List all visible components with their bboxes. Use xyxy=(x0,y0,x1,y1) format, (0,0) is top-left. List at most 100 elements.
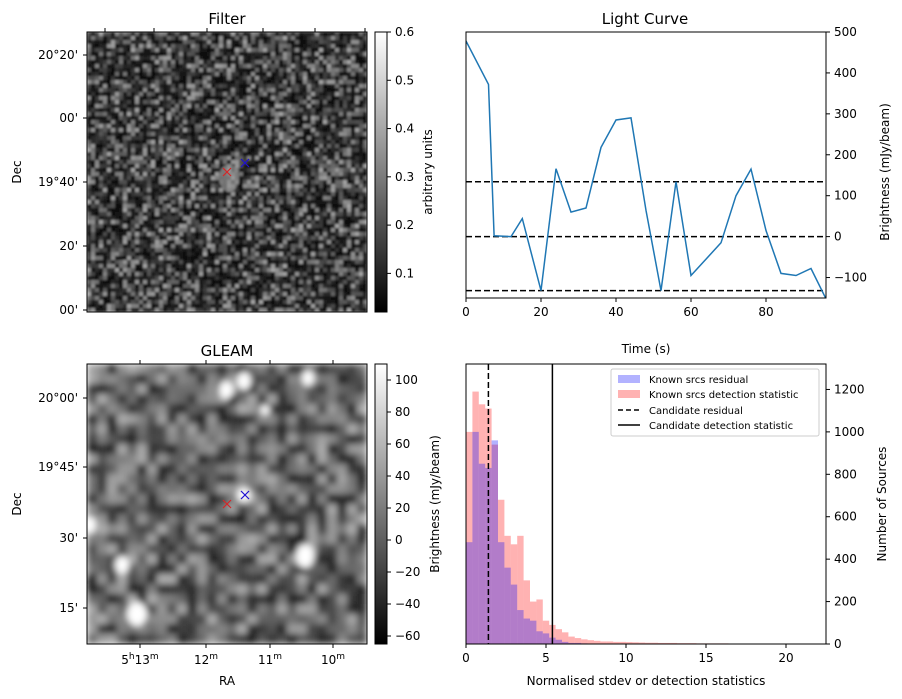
filter-pixel xyxy=(107,64,111,68)
filter-pixel xyxy=(187,280,191,284)
filter-pixel xyxy=(315,280,319,284)
filter-pixel xyxy=(203,296,207,300)
filter-pixel xyxy=(99,284,103,288)
filter-pixel xyxy=(251,80,255,84)
filter-pixel xyxy=(187,260,191,264)
filter-pixel xyxy=(363,292,367,296)
filter-pixel xyxy=(195,200,199,204)
filter-pixel xyxy=(359,32,363,36)
filter-pixel xyxy=(187,164,191,168)
filter-pixel xyxy=(303,108,307,112)
filter-pixel xyxy=(331,124,335,128)
filter-pixel xyxy=(123,180,127,184)
filter-pixel xyxy=(115,32,119,36)
filter-pixel xyxy=(231,292,235,296)
filter-pixel xyxy=(103,72,107,76)
filter-pixel xyxy=(351,44,355,48)
filter-pixel xyxy=(199,256,203,260)
filter-pixel xyxy=(267,124,271,128)
filter-pixel xyxy=(107,128,111,132)
filter-pixel xyxy=(275,80,279,84)
filter-pixel xyxy=(335,128,339,132)
filter-pixel xyxy=(291,188,295,192)
filter-pixel xyxy=(175,288,179,292)
filter-pixel xyxy=(355,116,359,120)
filter-pixel xyxy=(231,96,235,100)
filter-pixel xyxy=(335,284,339,288)
filter-pixel xyxy=(331,148,335,152)
filter-pixel xyxy=(355,240,359,244)
filter-pixel xyxy=(339,200,343,204)
light-curve-x-tick-label: 0 xyxy=(462,305,470,319)
filter-pixel xyxy=(279,176,283,180)
filter-pixel xyxy=(99,68,103,72)
filter-pixel xyxy=(295,184,299,188)
filter-pixel xyxy=(135,224,139,228)
filter-pixel xyxy=(255,56,259,60)
filter-pixel xyxy=(207,216,211,220)
filter-pixel xyxy=(271,152,275,156)
filter-pixel xyxy=(167,212,171,216)
filter-pixel xyxy=(219,228,223,232)
filter-pixel xyxy=(343,108,347,112)
filter-pixel xyxy=(143,252,147,256)
filter-pixel xyxy=(223,88,227,92)
filter-pixel xyxy=(175,192,179,196)
filter-pixel xyxy=(235,76,239,80)
filter-pixel xyxy=(319,80,323,84)
filter-pixel xyxy=(131,240,135,244)
filter-pixel xyxy=(279,124,283,128)
filter-pixel xyxy=(127,60,131,64)
filter-pixel xyxy=(239,104,243,108)
filter-pixel xyxy=(215,32,219,36)
filter-pixel xyxy=(147,104,151,108)
filter-pixel xyxy=(235,44,239,48)
filter-pixel xyxy=(287,240,291,244)
filter-pixel xyxy=(175,84,179,88)
filter-pixel xyxy=(263,200,267,204)
filter-pixel xyxy=(231,236,235,240)
filter-pixel xyxy=(203,72,207,76)
filter-pixel xyxy=(279,172,283,176)
filter-pixel xyxy=(207,60,211,64)
filter-pixel xyxy=(235,136,239,140)
filter-pixel xyxy=(235,104,239,108)
filter-pixel xyxy=(359,48,363,52)
filter-pixel xyxy=(235,224,239,228)
filter-pixel xyxy=(335,280,339,284)
filter-pixel xyxy=(95,184,99,188)
filter-pixel xyxy=(271,40,275,44)
filter-pixel xyxy=(275,68,279,72)
filter-pixel xyxy=(195,132,199,136)
filter-pixel xyxy=(259,280,263,284)
filter-pixel xyxy=(255,128,259,132)
filter-pixel xyxy=(211,284,215,288)
filter-pixel xyxy=(191,100,195,104)
filter-pixel xyxy=(119,248,123,252)
filter-pixel xyxy=(355,208,359,212)
filter-pixel xyxy=(315,204,319,208)
filter-pixel xyxy=(291,220,295,224)
filter-pixel xyxy=(287,96,291,100)
filter-pixel xyxy=(279,256,283,260)
filter-colorbar-tick-label: 0.1 xyxy=(395,266,414,280)
filter-pixel xyxy=(359,256,363,260)
filter-markers xyxy=(222,158,250,177)
filter-pixel xyxy=(343,152,347,156)
filter-pixel xyxy=(259,284,263,288)
filter-pixel xyxy=(259,228,263,232)
filter-pixel xyxy=(255,44,259,48)
filter-pixel xyxy=(151,80,155,84)
filter-pixel xyxy=(171,212,175,216)
filter-pixel xyxy=(195,292,199,296)
filter-pixel xyxy=(299,88,303,92)
filter-pixel xyxy=(95,308,99,312)
filter-pixel xyxy=(347,76,351,80)
filter-pixel xyxy=(363,80,367,84)
filter-pixel xyxy=(215,148,219,152)
filter-pixel xyxy=(267,112,271,116)
filter-pixel xyxy=(223,144,227,148)
filter-pixel xyxy=(179,156,183,160)
filter-pixel xyxy=(243,112,247,116)
filter-pixel xyxy=(287,128,291,132)
